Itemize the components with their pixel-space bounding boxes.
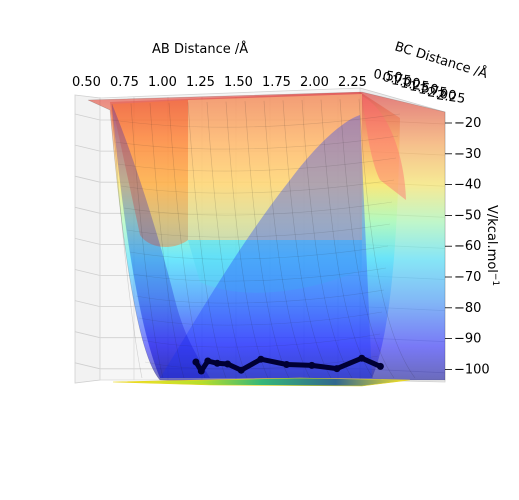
mesh-line <box>135 289 385 304</box>
y-tick-label: 1.00 <box>390 73 421 92</box>
trajectory-point <box>376 362 384 370</box>
z-tick-label: −90 <box>454 332 481 347</box>
mesh-line <box>149 103 185 379</box>
grid-line <box>74 300 101 307</box>
mesh-line <box>168 102 206 379</box>
mesh-line <box>130 103 164 379</box>
trajectory-point <box>308 361 316 369</box>
mesh-line <box>358 98 416 379</box>
trajectory-point <box>257 355 265 363</box>
x-tick-label: 1.50 <box>224 75 253 90</box>
z-axis-label: V/kcal.mol−1 <box>484 205 500 286</box>
trajectory-point <box>237 366 245 374</box>
mesh-line <box>111 113 401 128</box>
y-tick-label: 1.25 <box>399 76 430 95</box>
trajectory-point <box>197 367 205 375</box>
mesh-line <box>126 223 391 238</box>
mesh-line <box>117 157 397 172</box>
reaction-trajectory <box>192 354 384 375</box>
mesh-line <box>138 311 383 326</box>
trajectory-point <box>204 357 212 365</box>
trajectory-point <box>358 354 366 362</box>
grid-line <box>74 269 101 276</box>
mesh-line <box>187 102 227 379</box>
y-tick-label: 1.75 <box>417 82 448 101</box>
x-tick-label: 0.50 <box>72 75 101 90</box>
grid-line <box>74 206 101 214</box>
mesh-line <box>123 201 393 216</box>
x-tick-label: 2.25 <box>338 75 367 90</box>
trajectory-point <box>213 359 221 367</box>
grid-line <box>74 113 101 121</box>
surface-mesh <box>111 98 416 379</box>
potential-surface <box>87 91 446 382</box>
z-tick-label: −20 <box>454 116 481 131</box>
grid-line <box>74 238 101 245</box>
x-tick-label: 1.75 <box>262 75 291 90</box>
trajectory-point <box>192 358 200 366</box>
trajectory-point <box>283 361 291 368</box>
grid-line <box>74 331 101 339</box>
grid-line <box>74 362 101 370</box>
mesh-line <box>206 101 248 379</box>
mesh-line <box>144 355 379 370</box>
y-tick-label: 1.50 <box>408 79 439 98</box>
x-tick-label: 2.00 <box>300 75 329 90</box>
x-tick-label: 1.00 <box>148 75 177 90</box>
z-tick-label: −80 <box>454 301 481 316</box>
mesh-line <box>282 100 332 379</box>
mesh-line <box>114 135 399 150</box>
z-tick-label: −40 <box>454 178 481 193</box>
y-axis-ticks: 0.500.751.001.251.501.752.002.25 <box>372 67 466 107</box>
mesh-line <box>339 99 395 379</box>
mesh-line <box>120 179 395 194</box>
z-axis-label-text: V/kcal.mol <box>484 205 499 273</box>
y-tick-label: 0.75 <box>381 70 412 89</box>
grid-line <box>74 175 101 183</box>
trajectory-point <box>224 360 232 368</box>
y-tick-label: 0.50 <box>372 67 403 86</box>
y-tick-label: 2.25 <box>435 88 466 107</box>
z-tick-label: −70 <box>454 270 481 285</box>
grid-line <box>74 144 101 152</box>
z-tick-label: −50 <box>454 208 481 223</box>
mesh-line <box>301 99 353 379</box>
x-axis-ticks: 0.50 0.75 1.00 1.25 1.50 1.75 2.00 2.25 <box>72 75 367 90</box>
mesh-line <box>129 245 389 260</box>
x-tick-label: 1.25 <box>186 75 215 90</box>
z-tick-label: −100 <box>454 362 490 377</box>
mesh-line <box>263 100 311 379</box>
z-axis-ticks: −20 −30 −40 −50 −60 −70 −80 −90 −100 <box>445 116 490 377</box>
mesh-line <box>132 267 387 282</box>
trajectory-point <box>333 365 341 373</box>
floor-contour <box>112 377 411 387</box>
z-tick-label: −60 <box>454 239 481 254</box>
mesh-line <box>111 103 143 379</box>
z-axis-label-superscript: −1 <box>490 273 500 286</box>
x-axis-label: AB Distance /Å <box>152 41 248 57</box>
mesh-line <box>141 333 381 348</box>
mesh-line <box>244 101 290 379</box>
x-tick-label: 0.75 <box>110 75 139 90</box>
z-tick-label: −30 <box>454 147 481 162</box>
y-tick-label: 2.00 <box>426 85 457 104</box>
